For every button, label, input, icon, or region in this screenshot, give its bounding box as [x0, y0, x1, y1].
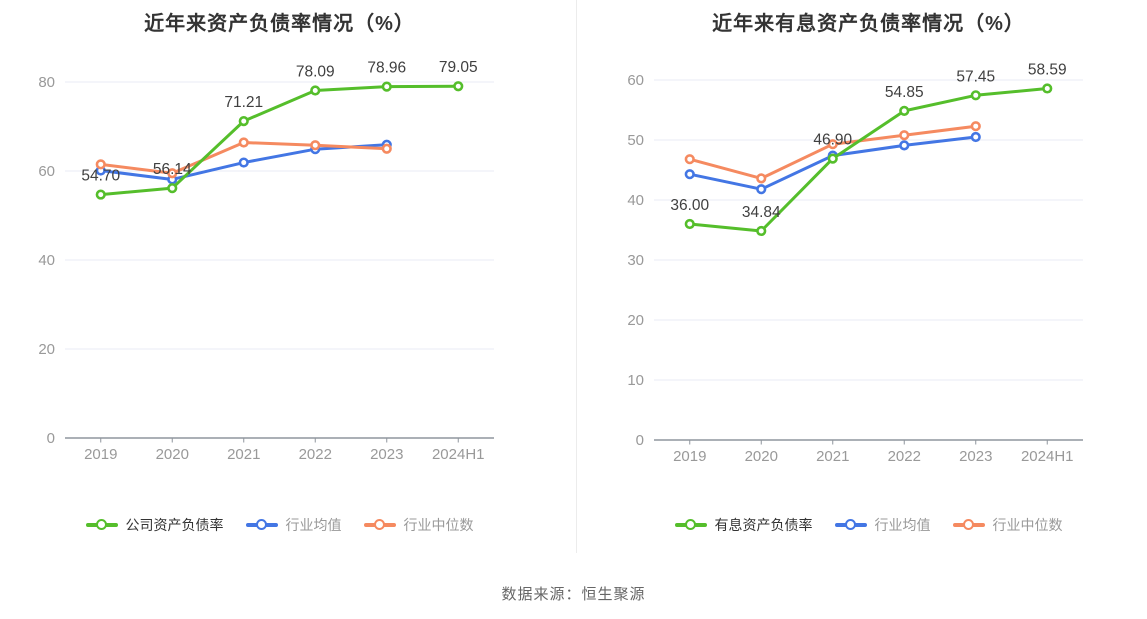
data-point	[827, 139, 838, 150]
legend-marker-icon	[674, 518, 707, 532]
value-label: 46.90	[813, 132, 852, 149]
legend-marker-icon	[85, 518, 118, 532]
y-tick-label: 60	[38, 163, 55, 180]
y-tick-label: 40	[627, 192, 644, 209]
chart-title: 近年来有息资产负债率情况（%）	[712, 13, 1025, 35]
y-tick-label: 0	[636, 432, 644, 449]
plot-area: 2019 2020 2021 2022 2023 2024H1 0 20 40 60 80 54.70…	[38, 59, 494, 463]
value-label: 36.00	[670, 197, 709, 214]
legend-marker-icon	[363, 518, 396, 532]
legend-marker-icon	[245, 518, 278, 532]
data-point	[756, 225, 767, 237]
series-line	[99, 84, 460, 197]
x-tick-label: 2023	[959, 448, 992, 465]
x-tick-label: 2024H1	[432, 446, 485, 463]
data-point	[827, 153, 838, 164]
value-label: 78.09	[296, 63, 335, 80]
legend-label: 行业均值	[285, 517, 342, 533]
legend-label: 公司资产负债率	[125, 517, 224, 533]
y-tick-label: 30	[627, 252, 644, 269]
data-point	[381, 143, 392, 154]
x-tick-label: 2021	[816, 448, 849, 465]
data-point	[238, 116, 249, 127]
data-point	[899, 130, 910, 141]
chart-title: 近年来资产负债率情况（%）	[144, 13, 415, 35]
y-tick-label: 20	[38, 341, 55, 358]
x-tick-label: 2022	[888, 448, 921, 465]
data-point	[970, 121, 981, 132]
chart-panel-left: 近年来资产负债率情况（%） 2019 2020 2021 2022 2023 2024H1…	[0, 0, 577, 553]
legend-item[interactable]: 行业均值	[834, 515, 931, 535]
data-point	[381, 81, 392, 92]
value-label: 78.96	[367, 60, 406, 77]
x-tick-label: 2019	[84, 446, 117, 463]
value-label: 54.85	[885, 84, 924, 101]
data-point	[95, 189, 106, 200]
data-point	[756, 173, 767, 184]
data-point	[453, 81, 464, 92]
legend-marker-icon	[834, 518, 867, 532]
y-tick-label: 0	[47, 430, 55, 447]
legend-item[interactable]: 有息资产负债率	[674, 515, 813, 535]
x-tick-label: 2024H1	[1021, 448, 1074, 465]
data-source-note: 数据来源：恒生聚源	[501, 586, 646, 603]
x-tick-label: 2021	[227, 446, 260, 463]
data-point	[167, 168, 178, 179]
legend: 有息资产负债率 行业均值 行业中位数	[654, 515, 1083, 535]
x-tick-label: 2019	[673, 448, 706, 465]
value-label: 56.14	[153, 161, 192, 178]
data-point	[167, 183, 178, 194]
x-tick-label: 2023	[370, 446, 403, 463]
data-point	[95, 159, 106, 170]
x-tick-label: 2022	[299, 446, 332, 463]
legend-label: 行业均值	[874, 517, 931, 533]
x-tick-label: 2020	[156, 446, 189, 463]
y-tick-label: 60	[627, 72, 644, 89]
data-point	[970, 131, 981, 143]
x-tick-label: 2020	[745, 448, 778, 465]
legend-item[interactable]: 行业中位数	[952, 515, 1063, 535]
value-label: 71.21	[224, 94, 263, 111]
data-point	[238, 157, 249, 168]
data-point	[238, 137, 249, 148]
y-tick-label: 50	[627, 132, 644, 149]
plot-area: 2019 2020 2021 2022 2023 2024H1 0 10 20 30 40 50 60 3…	[627, 61, 1083, 465]
y-tick-label: 20	[627, 312, 644, 329]
legend-item[interactable]: 行业中位数	[363, 515, 474, 535]
legend: 公司资产负债率 行业均值 行业中位数	[65, 515, 494, 535]
value-label: 79.05	[439, 59, 478, 76]
data-point	[310, 140, 321, 151]
data-point	[899, 140, 910, 151]
value-label: 57.45	[956, 68, 995, 85]
y-tick-label: 80	[38, 74, 55, 91]
legend-label: 行业中位数	[403, 517, 474, 533]
data-point	[756, 184, 767, 195]
data-point	[684, 218, 695, 230]
data-point	[1042, 83, 1053, 94]
y-tick-label: 40	[38, 252, 55, 269]
legend-item[interactable]: 公司资产负债率	[85, 515, 224, 535]
data-point	[899, 105, 910, 116]
legend-item[interactable]: 行业均值	[245, 515, 342, 535]
data-point	[970, 90, 981, 101]
y-tick-label: 10	[627, 372, 644, 389]
legend-label: 有息资产负债率	[714, 517, 813, 533]
value-label: 58.59	[1028, 61, 1067, 78]
data-point	[310, 85, 321, 96]
legend-label: 行业中位数	[992, 517, 1063, 533]
series-line	[688, 86, 1049, 233]
data-point	[684, 154, 695, 165]
data-point	[684, 169, 695, 180]
chart-panel-right: 近年来有息资产负债率情况（%） 2019 2020 2021 2022 2023 2024…	[577, 0, 1147, 553]
value-label: 34.84	[742, 204, 781, 221]
value-label: 54.70	[81, 168, 120, 185]
legend-marker-icon	[952, 518, 985, 532]
